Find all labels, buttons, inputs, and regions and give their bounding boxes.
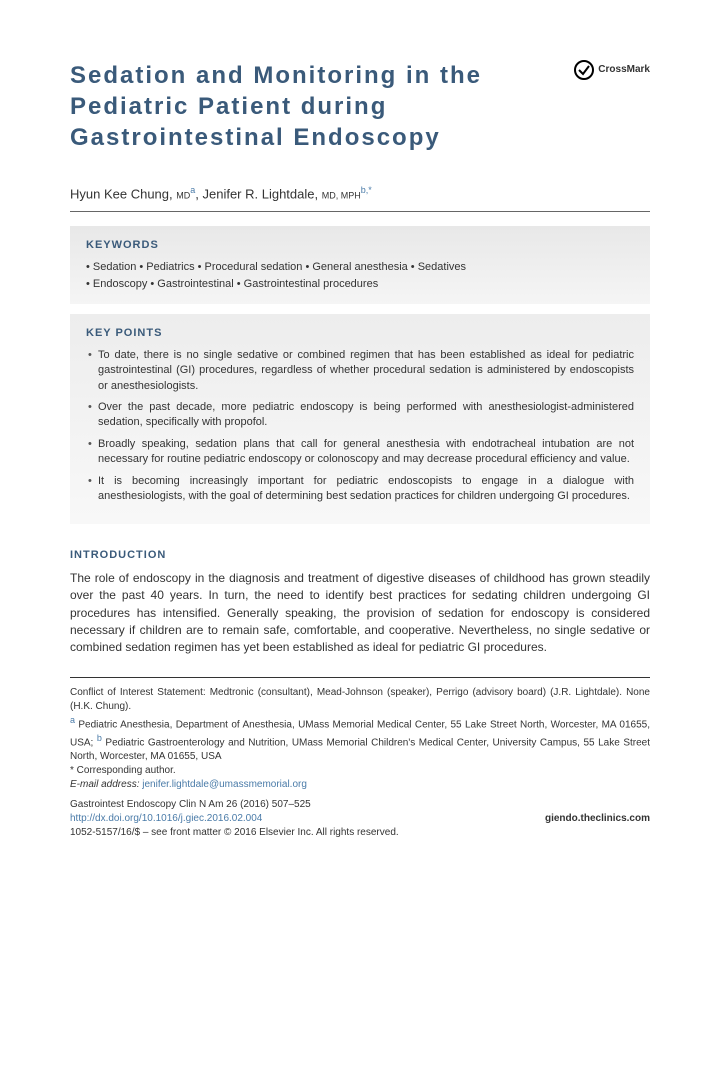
keypoint-item: Over the past decade, more pediatric end… xyxy=(86,400,634,431)
footer-left: Gastrointest Endoscopy Clin N Am 26 (201… xyxy=(70,798,399,840)
author-2-cred: MD, MPH xyxy=(322,190,361,200)
site-link[interactable]: giendo.theclinics.com xyxy=(545,812,650,826)
introduction-label: INTRODUCTION xyxy=(70,548,650,563)
authors-line: Hyun Kee Chung, MDa, Jenifer R. Lightdal… xyxy=(70,184,650,204)
email-address[interactable]: jenifer.lightdale@umassmemorial.org xyxy=(142,779,307,790)
email-label: E-mail address: xyxy=(70,779,142,790)
footer-block: Conflict of Interest Statement: Medtroni… xyxy=(70,686,650,841)
author-rule xyxy=(70,211,650,212)
keywords-box: KEYWORDS • Sedation • Pediatrics • Proce… xyxy=(70,226,650,304)
journal-citation: Gastrointest Endoscopy Clin N Am 26 (201… xyxy=(70,798,399,812)
article-title: Sedation and Monitoring in the Pediatric… xyxy=(70,60,510,154)
footer-rule xyxy=(70,677,650,678)
keypoints-label: KEY POINTS xyxy=(86,326,634,341)
conflict-statement: Conflict of Interest Statement: Medtroni… xyxy=(70,686,650,714)
author-2-name: Jenifer R. Lightdale, xyxy=(202,186,321,201)
keypoints-box: KEY POINTS To date, there is no single s… xyxy=(70,314,650,524)
author-2-corresponding-star: * xyxy=(368,185,372,195)
keywords-line-1: • Sedation • Pediatrics • Procedural sed… xyxy=(86,259,634,276)
keypoint-item: It is becoming increasingly important fo… xyxy=(86,474,634,505)
email-line: E-mail address: jenifer.lightdale@umassm… xyxy=(70,778,650,792)
keypoint-item: To date, there is no single sedative or … xyxy=(86,348,634,394)
keywords-label: KEYWORDS xyxy=(86,238,634,253)
affiliations: a Pediatric Anesthesia, Department of An… xyxy=(70,714,650,765)
author-1-cred: MD xyxy=(176,190,190,200)
keywords-line-2: • Endoscopy • Gastrointestinal • Gastroi… xyxy=(86,276,634,293)
copyright-line: 1052-5157/16/$ – see front matter © 2016… xyxy=(70,826,399,840)
keypoint-item: Broadly speaking, sedation plans that ca… xyxy=(86,437,634,468)
header-row: Sedation and Monitoring in the Pediatric… xyxy=(70,60,650,154)
corresponding-note: * Corresponding author. xyxy=(70,764,650,778)
crossmark-label: CrossMark xyxy=(598,63,650,77)
introduction-text: The role of endoscopy in the diagnosis a… xyxy=(70,570,650,657)
crossmark-badge[interactable]: CrossMark xyxy=(574,60,650,80)
author-1-name: Hyun Kee Chung, xyxy=(70,186,176,201)
crossmark-icon xyxy=(574,60,594,80)
footer-bottom-row: Gastrointest Endoscopy Clin N Am 26 (201… xyxy=(70,798,650,840)
keypoints-list: To date, there is no single sedative or … xyxy=(86,348,634,505)
doi-link[interactable]: http://dx.doi.org/10.1016/j.giec.2016.02… xyxy=(70,812,399,826)
affil-b-text: Pediatric Gastroenterology and Nutrition… xyxy=(70,737,650,762)
